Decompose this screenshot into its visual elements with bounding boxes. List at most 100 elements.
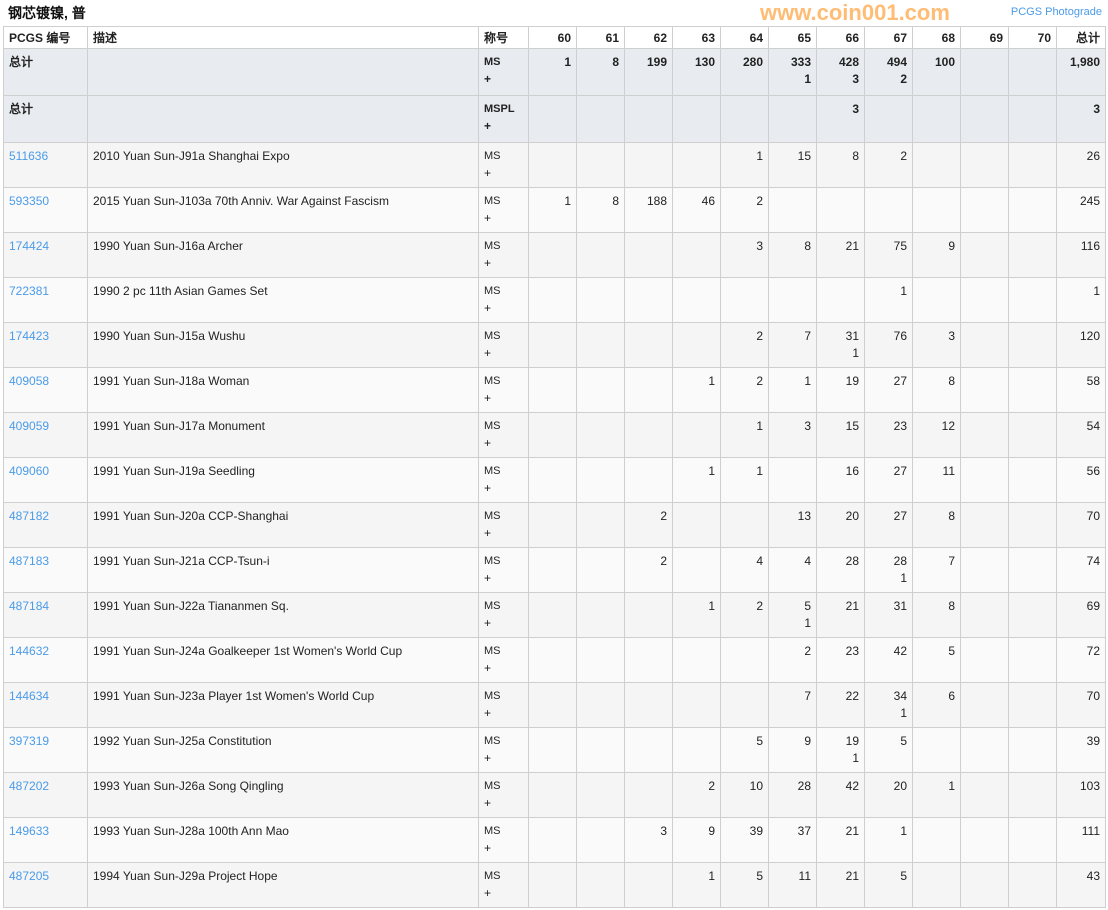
- grade-cell-62[interactable]: 199: [624, 48, 673, 96]
- grade-cell-63[interactable]: 1: [672, 367, 721, 413]
- pcgs-number-link[interactable]: 593350: [9, 194, 50, 208]
- pcgs-photograde-link[interactable]: PCGS Photograde: [1010, 6, 1102, 18]
- grade-cell-67[interactable]: 34 1: [864, 682, 913, 728]
- grade-cell-64[interactable]: 3: [720, 232, 769, 278]
- grade-cell-63[interactable]: 1: [672, 862, 721, 908]
- grade-cell-67[interactable]: 28 1: [864, 547, 913, 593]
- pcgs-number-link[interactable]: 487202: [9, 779, 50, 793]
- grade-cell-68[interactable]: 9: [912, 232, 961, 278]
- column-header-grade-64[interactable]: 64: [720, 26, 769, 49]
- pcgs-number-link[interactable]: 722381: [9, 284, 50, 298]
- pcgs-number-link[interactable]: 487184: [9, 599, 50, 613]
- grade-cell-67[interactable]: 5: [864, 727, 913, 773]
- grade-cell-66[interactable]: 19 1: [816, 727, 865, 773]
- grade-cell-65[interactable]: 1: [768, 367, 817, 413]
- grade-cell-64[interactable]: 5: [720, 727, 769, 773]
- column-header-grade-61[interactable]: 61: [576, 26, 625, 49]
- grade-cell-61[interactable]: 8: [576, 48, 625, 96]
- grade-cell-66[interactable]: 22: [816, 682, 865, 728]
- grade-cell-67[interactable]: 27: [864, 502, 913, 548]
- column-header-description[interactable]: 描述: [87, 26, 479, 49]
- grade-cell-63[interactable]: 1: [672, 457, 721, 503]
- grade-cell-68[interactable]: 8: [912, 502, 961, 548]
- grade-cell-64[interactable]: 1: [720, 142, 769, 188]
- grade-cell-64[interactable]: 1: [720, 457, 769, 503]
- grade-cell-66[interactable]: 428 3: [816, 48, 865, 96]
- grade-cell-67[interactable]: 42: [864, 637, 913, 683]
- column-header-designation[interactable]: 称号: [478, 26, 529, 49]
- column-header-grade-68[interactable]: 68: [912, 26, 961, 49]
- grade-cell-64[interactable]: 5: [720, 862, 769, 908]
- grade-cell-68[interactable]: 1: [912, 772, 961, 818]
- grade-cell-62[interactable]: 2: [624, 547, 673, 593]
- grade-cell-67[interactable]: 20: [864, 772, 913, 818]
- pcgs-number-link[interactable]: 409059: [9, 419, 50, 433]
- grade-cell-65[interactable]: 3: [768, 412, 817, 458]
- pcgs-number-link[interactable]: 487183: [9, 554, 50, 568]
- grade-cell-67[interactable]: 23: [864, 412, 913, 458]
- grade-cell-63[interactable]: 2: [672, 772, 721, 818]
- grade-cell-65[interactable]: 2: [768, 637, 817, 683]
- grade-cell-67[interactable]: 1: [864, 817, 913, 863]
- grade-cell-66[interactable]: 15: [816, 412, 865, 458]
- grade-cell-64[interactable]: 39: [720, 817, 769, 863]
- grade-cell-65[interactable]: 11: [768, 862, 817, 908]
- pcgs-number-link[interactable]: 409058: [9, 374, 50, 388]
- grade-cell-66[interactable]: 21: [816, 592, 865, 638]
- grade-cell-64[interactable]: 10: [720, 772, 769, 818]
- grade-cell-67[interactable]: 31: [864, 592, 913, 638]
- grade-cell-64[interactable]: 4: [720, 547, 769, 593]
- grade-cell-60[interactable]: 1: [528, 187, 577, 233]
- grade-cell-62[interactable]: 3: [624, 817, 673, 863]
- column-header-grade-66[interactable]: 66: [816, 26, 865, 49]
- pcgs-number-link[interactable]: 149633: [9, 824, 50, 838]
- grade-cell-68[interactable]: 6: [912, 682, 961, 728]
- grade-cell-68[interactable]: 12: [912, 412, 961, 458]
- pcgs-number-link[interactable]: 144632: [9, 644, 50, 658]
- column-header-grade-63[interactable]: 63: [672, 26, 721, 49]
- grade-cell-66[interactable]: 31 1: [816, 322, 865, 368]
- grade-cell-65[interactable]: 4: [768, 547, 817, 593]
- column-header-total[interactable]: 总计: [1056, 26, 1106, 49]
- grade-cell-65[interactable]: 9: [768, 727, 817, 773]
- column-header-pcgs[interactable]: PCGS 编号: [3, 26, 88, 49]
- grade-cell-65[interactable]: 7: [768, 682, 817, 728]
- grade-cell-66[interactable]: 21: [816, 817, 865, 863]
- grade-cell-66[interactable]: 20: [816, 502, 865, 548]
- grade-cell-66[interactable]: 19: [816, 367, 865, 413]
- grade-cell-68[interactable]: 11: [912, 457, 961, 503]
- grade-cell-65[interactable]: 7: [768, 322, 817, 368]
- grade-cell-66[interactable]: 21: [816, 862, 865, 908]
- grade-cell-67[interactable]: 5: [864, 862, 913, 908]
- column-header-grade-67[interactable]: 67: [864, 26, 913, 49]
- grade-cell-68[interactable]: 7: [912, 547, 961, 593]
- grade-cell-67[interactable]: 27: [864, 457, 913, 503]
- grade-cell-67[interactable]: 494 2: [864, 48, 913, 96]
- grade-cell-66[interactable]: 28: [816, 547, 865, 593]
- grade-cell-63[interactable]: 46: [672, 187, 721, 233]
- grade-cell-63[interactable]: 9: [672, 817, 721, 863]
- column-header-grade-69[interactable]: 69: [960, 26, 1009, 49]
- grade-cell-68[interactable]: 8: [912, 592, 961, 638]
- grade-cell-66[interactable]: 21: [816, 232, 865, 278]
- grade-cell-63[interactable]: 130: [672, 48, 721, 96]
- pcgs-number-link[interactable]: 511636: [9, 149, 49, 163]
- grade-cell-61[interactable]: 8: [576, 187, 625, 233]
- grade-cell-67[interactable]: 76: [864, 322, 913, 368]
- grade-cell-67[interactable]: 75: [864, 232, 913, 278]
- pcgs-number-link[interactable]: 487182: [9, 509, 50, 523]
- grade-cell-65[interactable]: 37: [768, 817, 817, 863]
- grade-cell-62[interactable]: 188: [624, 187, 673, 233]
- grade-cell-64[interactable]: 2: [720, 322, 769, 368]
- grade-cell-67[interactable]: 1: [864, 277, 913, 323]
- grade-cell-65[interactable]: 333 1: [768, 48, 817, 96]
- pcgs-number-link[interactable]: 487205: [9, 869, 50, 883]
- grade-cell-66[interactable]: 23: [816, 637, 865, 683]
- grade-cell-65[interactable]: 28: [768, 772, 817, 818]
- grade-cell-66[interactable]: 8: [816, 142, 865, 188]
- pcgs-number-link[interactable]: 409060: [9, 464, 50, 478]
- pcgs-number-link[interactable]: 144634: [9, 689, 50, 703]
- grade-cell-68[interactable]: 8: [912, 367, 961, 413]
- column-header-grade-65[interactable]: 65: [768, 26, 817, 49]
